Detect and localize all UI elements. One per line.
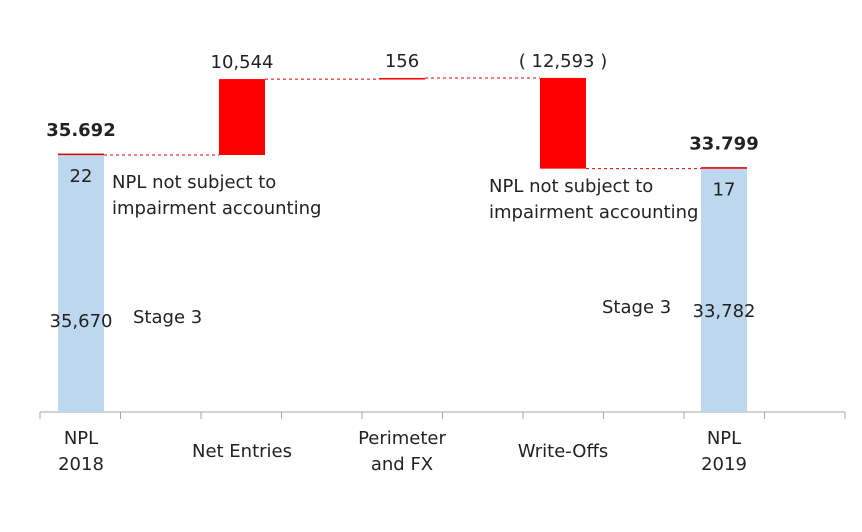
bar-segment	[58, 155, 104, 412]
annotation-left-stage3: Stage 3	[133, 307, 202, 328]
bar-total-label: 35.692	[46, 120, 115, 141]
annotation-right-npl-line2: impairment accounting	[489, 202, 698, 223]
connector-lines	[104, 77, 701, 170]
annotation-left-npl-line1: NPL not subject to	[112, 172, 276, 193]
bar-total-label: 33.799	[689, 134, 758, 155]
x-axis	[39, 411, 846, 419]
bar-segment-label: 33,782	[693, 301, 756, 322]
labels: NPL not subject to impairment accounting…	[46, 51, 758, 475]
annotation-left-npl-line2: impairment accounting	[112, 198, 321, 219]
bar-value-label: 10,544	[211, 52, 274, 73]
category-label: 2019	[701, 454, 747, 475]
annotation-right-stage3: Stage 3	[602, 297, 671, 318]
bar-segment-label: 35,670	[50, 311, 113, 332]
bar-delta	[219, 79, 265, 155]
bar-segment	[701, 168, 747, 412]
bar-value-label: 156	[385, 51, 419, 72]
category-label: 2018	[58, 454, 104, 475]
category-label: Net Entries	[192, 441, 292, 462]
category-label: NPL	[64, 428, 98, 449]
bar-delta	[379, 77, 425, 80]
bars	[58, 77, 747, 412]
bar-segment-label: 22	[70, 166, 93, 187]
annotation-right-npl-line1: NPL not subject to	[489, 176, 653, 197]
category-label: and FX	[371, 454, 433, 475]
bar-segment-label: 17	[713, 180, 736, 201]
bar-segment	[58, 153, 104, 156]
bar-segment	[701, 167, 747, 169]
category-label: NPL	[707, 428, 741, 449]
bar-value-label: ( 12,593 )	[519, 51, 607, 72]
category-label: Write-Offs	[518, 441, 608, 462]
category-label: Perimeter	[358, 428, 446, 449]
bar-delta	[540, 77, 586, 169]
